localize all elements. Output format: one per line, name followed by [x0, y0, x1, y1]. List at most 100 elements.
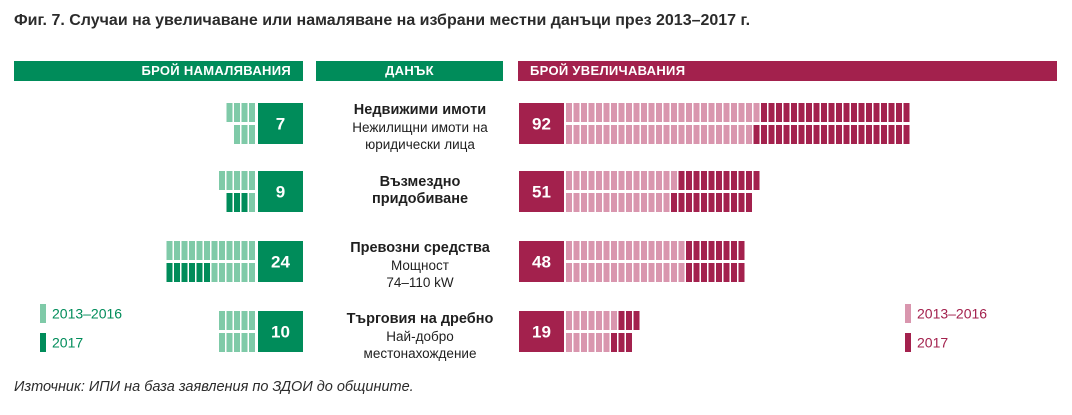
increase-tile-2013-2016 — [708, 125, 715, 144]
header-decrease: БРОЙ НАМАЛЯВАНИЯ — [14, 61, 303, 81]
increase-tile-2017 — [626, 333, 632, 352]
increase-tile-2013-2016 — [701, 103, 707, 122]
increase-tile-2013-2016 — [618, 171, 625, 190]
increase-tile-2013-2016 — [738, 103, 745, 122]
decrease-total-label: 10 — [271, 323, 290, 342]
increase-tile-2013-2016 — [746, 125, 752, 144]
increase-tile-2013-2016 — [603, 193, 610, 212]
increase-tile-2017 — [686, 263, 692, 282]
increase-tile-2013-2016 — [596, 263, 602, 282]
decrease-tile-2013-2016 — [241, 103, 248, 122]
increase-tile-2013-2016 — [603, 103, 610, 122]
increase-tile-2013-2016 — [633, 263, 640, 282]
increase-tile-2013-2016 — [603, 311, 610, 330]
decrease-tile-2013-2016 — [226, 333, 233, 352]
increase-tile-2017 — [888, 125, 895, 144]
decrease-tile-2013-2016 — [226, 263, 233, 282]
increase-tile-2013-2016 — [588, 333, 595, 352]
increase-tile-2013-2016 — [566, 103, 572, 122]
increase-tile-2017 — [716, 241, 722, 260]
increase-tile-2013-2016 — [618, 125, 625, 144]
increase-tile-2013-2016 — [573, 171, 580, 190]
decrease-tile-2013-2016 — [234, 241, 240, 260]
decrease-tile-2013-2016 — [249, 311, 255, 330]
increase-tile-2013-2016 — [633, 193, 640, 212]
increase-tile-2013-2016 — [626, 171, 632, 190]
increase-tile-2017 — [821, 125, 827, 144]
decrease-tile-2013-2016 — [219, 263, 225, 282]
increase-tile-2017 — [813, 125, 820, 144]
increase-tile-2013-2016 — [596, 193, 602, 212]
legend-left-period: 2013–2016 — [40, 304, 122, 323]
increase-tile-2017 — [716, 263, 722, 282]
legend-swatch — [40, 304, 46, 323]
increase-tile-2013-2016 — [626, 193, 632, 212]
decrease-tile-2013-2016 — [241, 241, 248, 260]
increase-tile-2013-2016 — [588, 263, 595, 282]
decrease-tile-2013-2016 — [249, 103, 255, 122]
increase-tile-2013-2016 — [611, 241, 617, 260]
increase-tile-2017 — [701, 241, 707, 260]
increase-tile-2013-2016 — [701, 125, 707, 144]
decrease-tile-2013-2016 — [166, 241, 173, 260]
increase-tile-2017 — [851, 103, 857, 122]
increase-tile-2017 — [738, 193, 745, 212]
increase-tile-2013-2016 — [588, 241, 595, 260]
increase-tile-2017 — [783, 125, 790, 144]
increase-tile-2013-2016 — [641, 241, 647, 260]
increase-tile-2013-2016 — [618, 103, 625, 122]
increase-tile-2013-2016 — [611, 263, 617, 282]
tax-name: Търговия на дребно — [346, 311, 494, 327]
increase-total-box — [519, 241, 564, 282]
decrease-tile-2013-2016 — [219, 311, 225, 330]
increase-tile-2013-2016 — [588, 193, 595, 212]
increase-tile-2013-2016 — [603, 263, 610, 282]
increase-tile-2017 — [821, 103, 827, 122]
increase-tile-2017 — [873, 103, 880, 122]
tax-label-property: Недвижими имоти Нежилищни имоти на юриди… — [300, 102, 540, 153]
legend-label: 2013–2016 — [917, 305, 988, 322]
increase-tile-2013-2016 — [573, 311, 580, 330]
decrease-tile-2017 — [241, 193, 248, 212]
increase-tile-2017 — [873, 125, 880, 144]
decrease-tile-2013-2016 — [204, 241, 210, 260]
increase-tile-2017 — [828, 103, 835, 122]
increase-tile-2013-2016 — [566, 311, 572, 330]
increase-tile-2013-2016 — [596, 125, 602, 144]
increase-tile-2013-2016 — [641, 263, 647, 282]
increase-total-box — [519, 311, 564, 352]
increase-tile-2013-2016 — [656, 103, 662, 122]
increase-tile-2013-2016 — [581, 103, 587, 122]
increase-tile-2013-2016 — [566, 193, 572, 212]
decrease-tile-2013-2016 — [226, 241, 233, 260]
increase-tile-2013-2016 — [671, 103, 677, 122]
increase-tile-2017 — [738, 263, 745, 282]
decrease-tile-2013-2016 — [234, 333, 240, 352]
tax-sub: Нежилищни имоти на — [352, 120, 488, 135]
legend-right-year: 2017 — [905, 333, 948, 352]
decrease-tile-2013-2016 — [249, 171, 255, 190]
increase-tile-2013-2016 — [596, 171, 602, 190]
decrease-tile-2017 — [196, 263, 203, 282]
increase-tile-2013-2016 — [573, 103, 580, 122]
increase-tile-2017 — [701, 193, 707, 212]
decrease-tile-2013-2016 — [249, 333, 255, 352]
increase-tile-2017 — [813, 103, 820, 122]
increase-tile-2013-2016 — [573, 193, 580, 212]
increase-tile-2013-2016 — [603, 241, 610, 260]
increase-tile-2013-2016 — [671, 171, 677, 190]
increase-tile-2017 — [686, 241, 692, 260]
increase-tile-2017 — [701, 263, 707, 282]
increase-tile-2017 — [866, 103, 872, 122]
increase-tile-2017 — [896, 125, 902, 144]
decrease-tile-2013-2016 — [211, 263, 218, 282]
legend-left-year: 2017 — [40, 333, 83, 352]
decrease-tile-2017 — [226, 193, 233, 212]
decrease-tile-2017 — [181, 263, 188, 282]
increase-tile-2013-2016 — [596, 103, 602, 122]
increase-tile-2013-2016 — [663, 103, 670, 122]
increase-tile-2013-2016 — [641, 125, 647, 144]
increase-tile-2013-2016 — [581, 241, 587, 260]
decrease-tile-2017 — [189, 263, 195, 282]
